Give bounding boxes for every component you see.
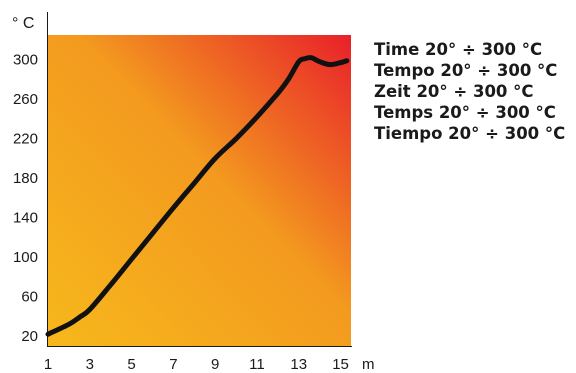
y-tick-label: 180 — [13, 170, 38, 187]
y-axis-label: ° C — [12, 15, 34, 32]
x-tick-label: 11 — [249, 356, 265, 373]
y-tick-label: 20 — [21, 328, 38, 345]
y-axis-ticks: 20 60 100 140 180 220 260 300 — [13, 52, 38, 345]
x-tick-label: 9 — [211, 356, 219, 373]
plot-area — [48, 35, 351, 346]
x-tick-label: 1 — [44, 356, 52, 373]
note-line-es: Tiempo 20° ÷ 300 °C — [374, 124, 566, 143]
x-tick-label: 3 — [86, 356, 94, 373]
note-line-it: Tempo 20° ÷ 300 °C — [374, 61, 558, 80]
y-tick-label: 220 — [13, 131, 38, 148]
note-line-fr: Temps 20° ÷ 300 °C — [374, 103, 556, 122]
note-line-en: Time 20° ÷ 300 °C — [374, 40, 543, 59]
note-line-de: Zeit 20° ÷ 300 °C — [374, 82, 534, 101]
y-tick-label: 100 — [13, 249, 38, 266]
x-tick-label: 7 — [169, 356, 177, 373]
x-tick-label: 15 — [332, 356, 349, 373]
y-tick-label: 60 — [21, 289, 38, 306]
x-tick-label: 5 — [127, 356, 135, 373]
x-tick-label: 13 — [290, 356, 307, 373]
x-axis-unit-label: m — [362, 356, 375, 373]
notes-list: Time 20° ÷ 300 °C Tempo 20° ÷ 300 °C Zei… — [374, 39, 565, 144]
y-tick-label: 140 — [13, 210, 38, 227]
x-axis-ticks: 1 3 5 7 9 11 13 15 — [44, 356, 349, 373]
y-tick-label: 300 — [13, 52, 38, 69]
y-tick-label: 260 — [13, 91, 38, 108]
series-line — [45, 55, 350, 337]
